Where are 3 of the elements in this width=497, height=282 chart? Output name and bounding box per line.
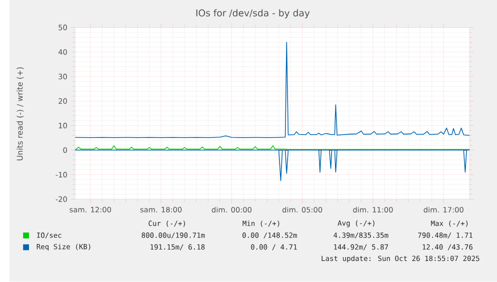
chart-title: IOs for /dev/sda - by day — [196, 9, 310, 18]
line-series — [75, 42, 470, 138]
line-series — [75, 150, 470, 182]
